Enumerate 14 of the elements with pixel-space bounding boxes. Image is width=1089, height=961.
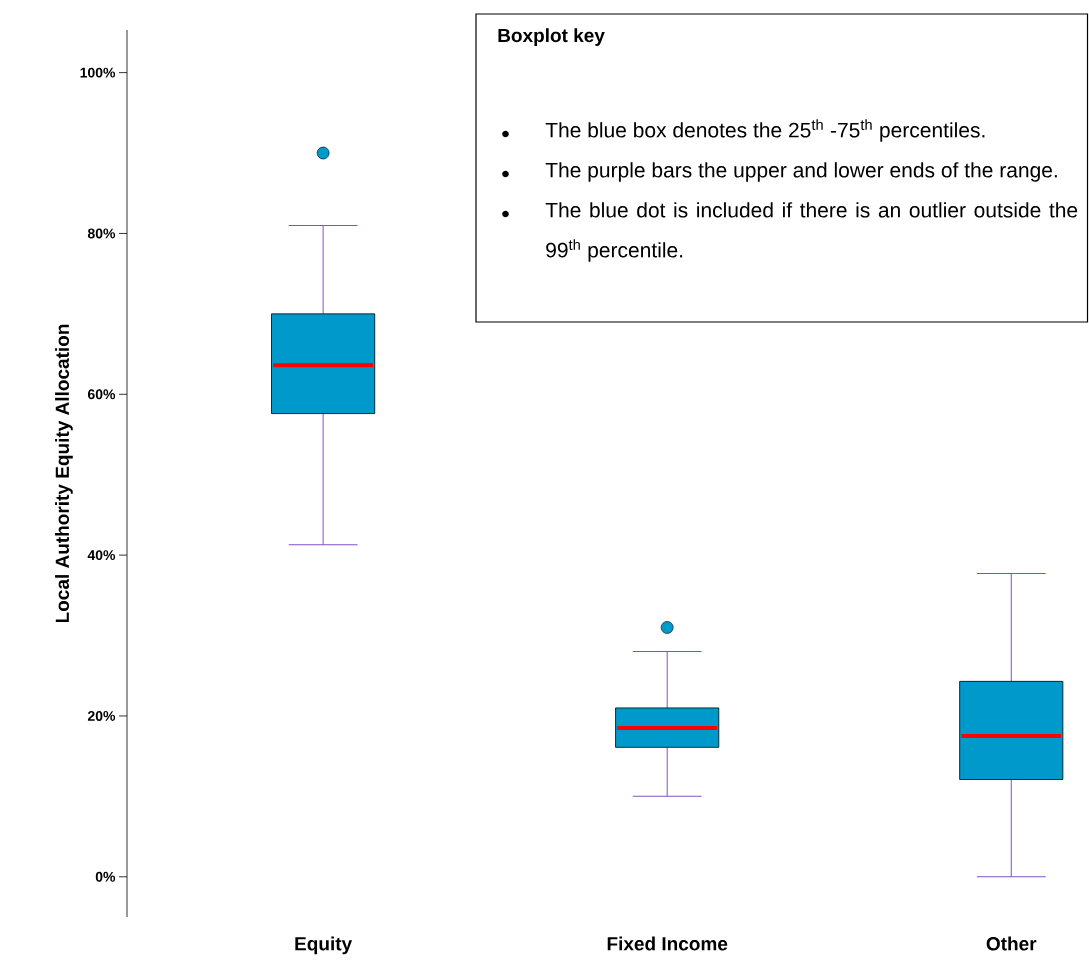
- x-tick-label: Other: [986, 936, 1037, 951]
- annotation: Boxplot key: [498, 28, 605, 46]
- y-tick-label: 40%: [87, 550, 116, 561]
- annotation: The blue box denotes the 25$^{th}$ -75$^{th}$ percentiles.: [545, 119, 985, 142]
- y-tick-label: 100%: [80, 67, 116, 78]
- y-tick-label: 20%: [87, 710, 116, 721]
- y-tick-label: 0%: [95, 871, 116, 882]
- annotation: The blue dot is included if there is an outlier outside the 99$^{th}$ percentile.: [545, 202, 1078, 262]
- y-tick-label: 80%: [87, 228, 116, 239]
- x-tick-label: Equity: [295, 936, 353, 955]
- y-tick-label: 60%: [87, 389, 116, 400]
- annotation: The purple bars the upper and lower ends of the range.: [545, 162, 1057, 182]
- y-axis-title: Local Authority Equity Allocation: [55, 324, 73, 623]
- x-tick-label: Fixed Income: [607, 936, 728, 951]
